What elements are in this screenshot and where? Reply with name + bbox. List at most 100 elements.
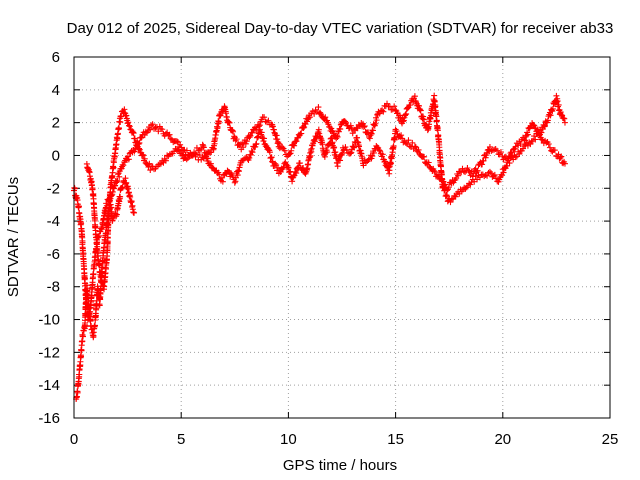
data-point bbox=[360, 162, 367, 169]
data-point bbox=[442, 181, 449, 188]
x-tick-label: 15 bbox=[387, 431, 404, 448]
data-point bbox=[333, 132, 340, 139]
data-point bbox=[204, 155, 211, 162]
data-point bbox=[497, 149, 504, 156]
data-point bbox=[342, 144, 349, 151]
y-tick-label: -2 bbox=[47, 180, 60, 197]
data-point bbox=[431, 92, 438, 99]
data-point bbox=[272, 160, 279, 167]
data-point bbox=[505, 154, 512, 161]
data-point bbox=[184, 155, 191, 162]
data-point bbox=[92, 312, 99, 319]
data-point bbox=[249, 149, 256, 156]
data-point bbox=[557, 109, 564, 116]
data-point bbox=[98, 225, 105, 232]
data-point bbox=[509, 152, 516, 159]
data-point bbox=[512, 154, 519, 161]
data-point bbox=[255, 123, 262, 130]
data-point bbox=[74, 393, 81, 400]
data-point bbox=[558, 111, 565, 118]
x-axis-label: GPS time / hours bbox=[283, 457, 397, 474]
data-point bbox=[380, 108, 387, 115]
data-point bbox=[403, 110, 410, 117]
data-point bbox=[234, 172, 241, 179]
data-point bbox=[400, 139, 407, 146]
data-point bbox=[427, 115, 434, 122]
data-point bbox=[360, 124, 367, 131]
data-point bbox=[177, 141, 184, 148]
data-point bbox=[326, 124, 333, 131]
data-point bbox=[516, 150, 523, 157]
data-point bbox=[415, 102, 422, 109]
data-point bbox=[286, 151, 293, 158]
data-point bbox=[233, 136, 240, 143]
data-point bbox=[317, 109, 324, 116]
y-tick-label: -6 bbox=[47, 246, 60, 263]
data-point bbox=[279, 144, 286, 151]
data-point bbox=[557, 154, 564, 161]
data-point bbox=[136, 146, 143, 153]
data-point bbox=[425, 159, 432, 166]
data-point bbox=[331, 144, 338, 151]
y-tick-label: -4 bbox=[47, 213, 60, 230]
data-point bbox=[122, 175, 129, 182]
data-point bbox=[376, 147, 383, 154]
data-point bbox=[305, 115, 312, 122]
data-point bbox=[309, 108, 316, 115]
data-point bbox=[420, 113, 427, 120]
data-point bbox=[479, 161, 486, 168]
data-point bbox=[372, 120, 379, 127]
data-point bbox=[110, 164, 117, 171]
data-point bbox=[347, 150, 354, 157]
axis-ticks bbox=[73, 56, 611, 419]
data-point bbox=[110, 185, 117, 192]
data-point bbox=[147, 126, 154, 133]
data-point bbox=[93, 297, 100, 304]
data-point bbox=[82, 311, 89, 318]
data-point bbox=[112, 210, 119, 217]
data-point bbox=[131, 135, 138, 142]
data-point bbox=[399, 135, 406, 142]
data-point bbox=[183, 156, 190, 163]
data-point bbox=[484, 147, 491, 154]
data-point bbox=[412, 97, 419, 104]
data-point bbox=[189, 152, 196, 159]
data-point bbox=[136, 145, 143, 152]
y-tick-label: 2 bbox=[52, 115, 60, 132]
data-point bbox=[433, 117, 440, 124]
data-point bbox=[337, 126, 344, 133]
data-point bbox=[102, 230, 109, 237]
data-point bbox=[173, 138, 180, 145]
data-point bbox=[493, 175, 500, 182]
data-point bbox=[384, 100, 391, 107]
data-point bbox=[488, 147, 495, 154]
data-point bbox=[174, 146, 181, 153]
y-tick-label: -8 bbox=[47, 279, 60, 296]
data-point bbox=[125, 119, 132, 126]
data-point bbox=[235, 167, 242, 174]
data-point bbox=[315, 104, 322, 111]
data-point bbox=[405, 137, 412, 144]
data-point bbox=[125, 156, 132, 163]
data-point bbox=[112, 182, 119, 189]
data-point bbox=[131, 148, 138, 155]
data-point bbox=[302, 121, 309, 128]
data-point bbox=[499, 172, 506, 179]
data-point bbox=[467, 181, 474, 188]
data-point bbox=[421, 153, 428, 160]
grid-lines bbox=[74, 57, 610, 418]
data-point bbox=[138, 135, 144, 142]
data-point bbox=[417, 106, 424, 113]
data-point bbox=[141, 155, 148, 162]
data-point bbox=[252, 141, 259, 148]
data-point bbox=[443, 192, 450, 199]
y-tick-labels: 6 4 2 0 -2 -4 -6 -8 -10 -12 -14 -16 bbox=[38, 49, 60, 427]
data-point bbox=[80, 250, 87, 257]
data-point bbox=[80, 333, 87, 340]
data-point bbox=[217, 112, 224, 119]
data-point bbox=[266, 149, 273, 156]
data-point bbox=[431, 167, 438, 174]
data-point bbox=[247, 132, 254, 139]
data-point bbox=[118, 184, 125, 191]
data-point bbox=[328, 135, 335, 142]
